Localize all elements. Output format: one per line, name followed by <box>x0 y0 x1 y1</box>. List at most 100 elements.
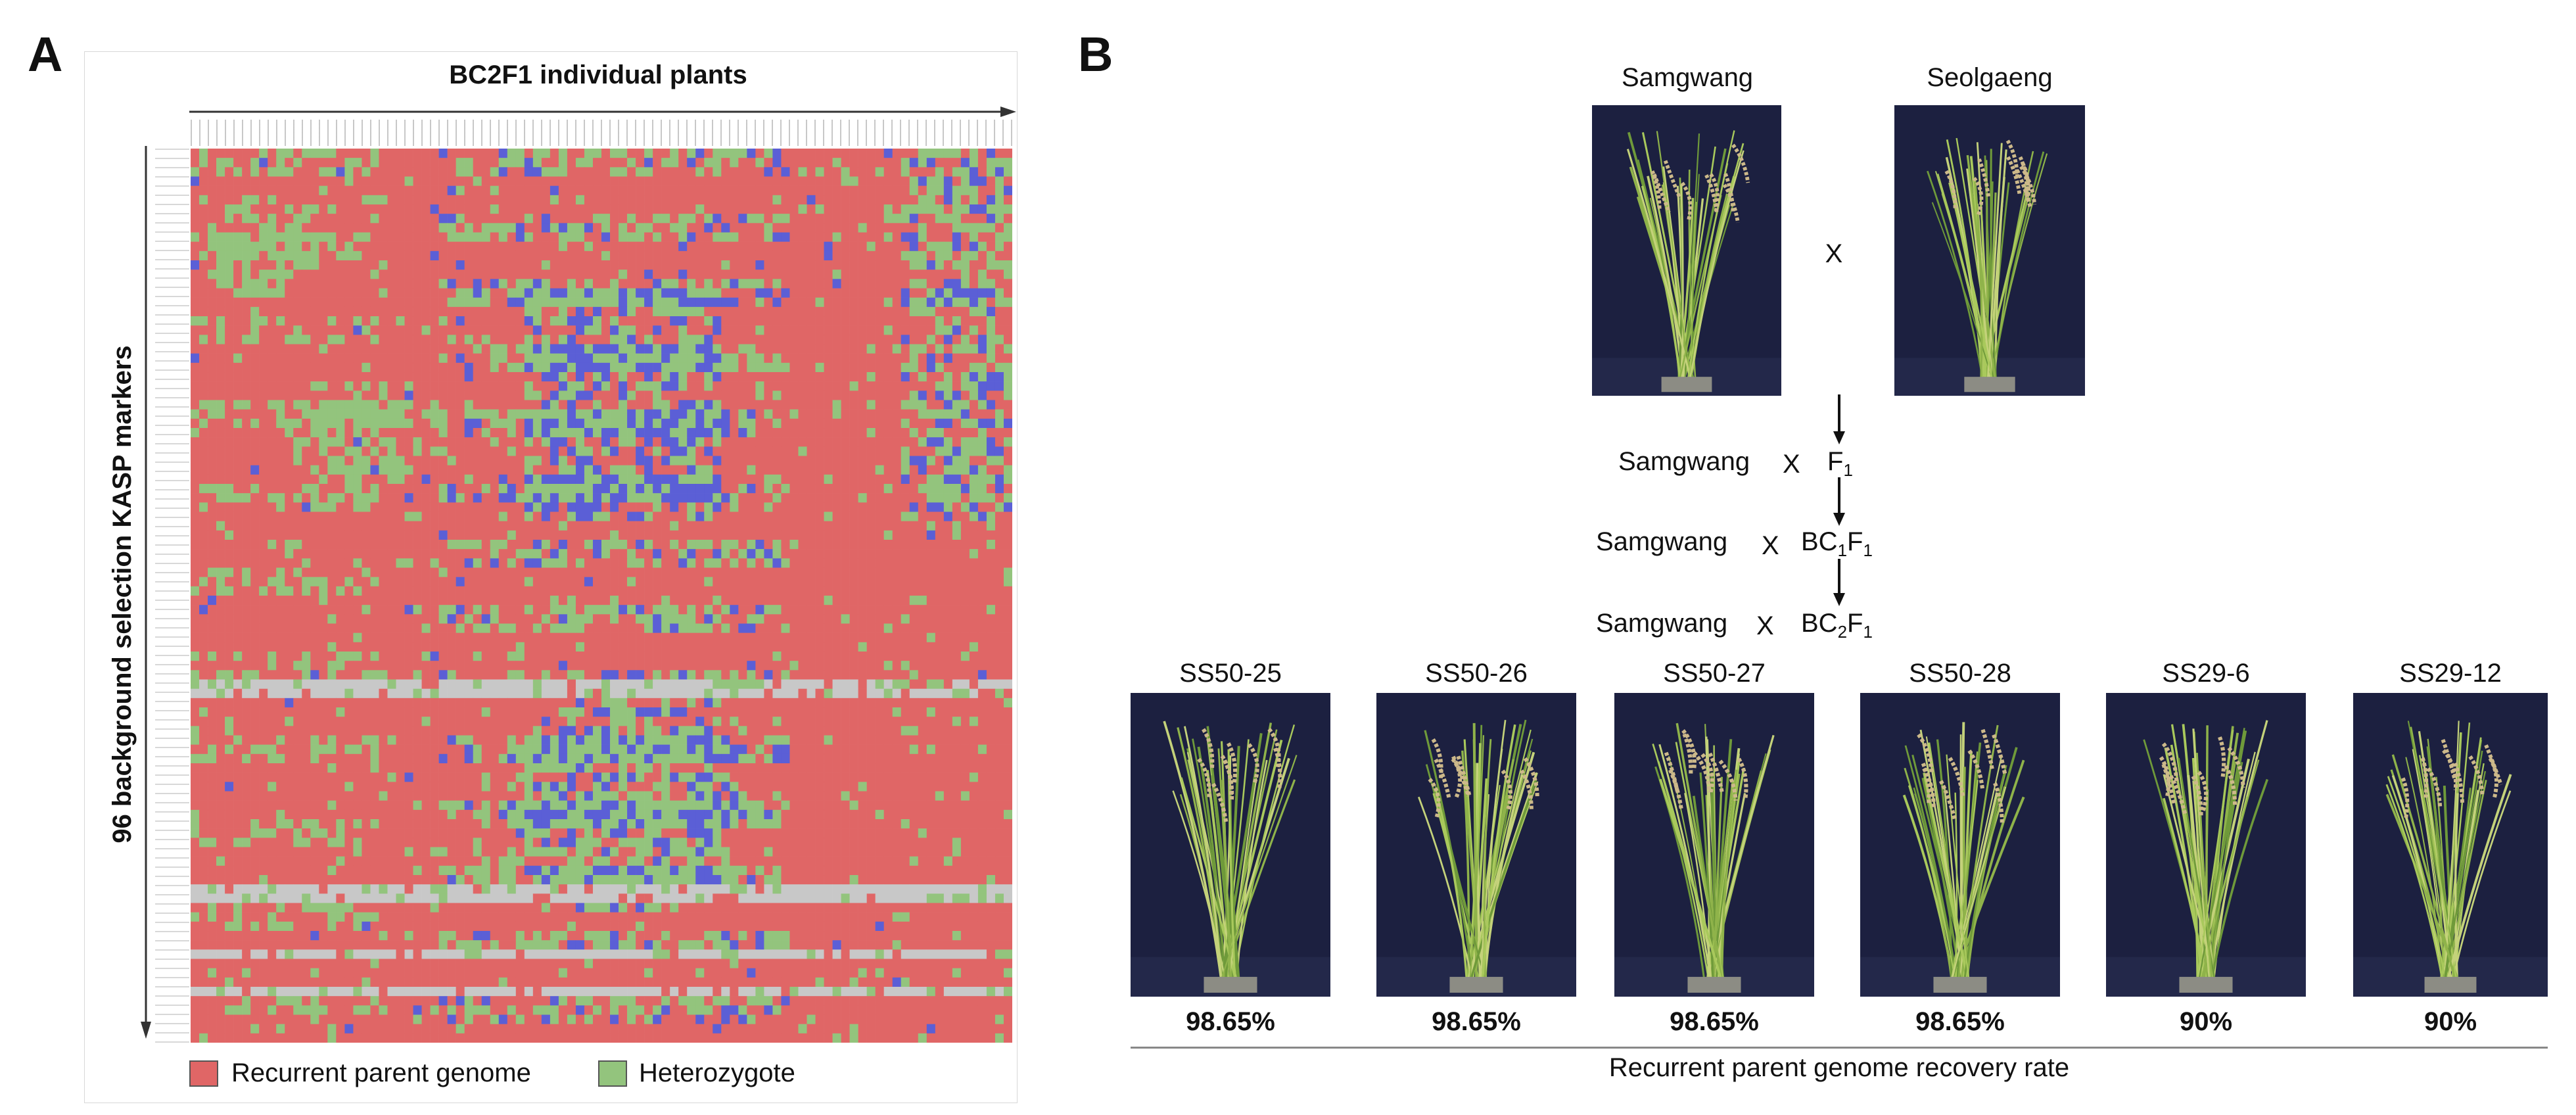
heatmap-cell <box>738 605 747 615</box>
heatmap-cell <box>191 391 200 400</box>
heatmap-cell <box>619 223 628 233</box>
heatmap-cell <box>781 176 790 186</box>
heatmap-cell <box>943 623 953 633</box>
heatmap-cell <box>755 250 764 261</box>
heatmap-cell <box>644 353 653 364</box>
heatmap-cell <box>285 176 294 186</box>
heatmap-cell <box>755 260 764 270</box>
heatmap-cell <box>670 577 679 587</box>
heatmap-cell <box>730 446 739 456</box>
heatmap-cell <box>515 474 525 485</box>
heatmap-cell <box>713 250 722 261</box>
heatmap-cell <box>670 428 679 438</box>
heatmap-cell <box>935 521 945 531</box>
heatmap-cell <box>789 428 799 438</box>
heatmap-cell <box>798 325 807 335</box>
heatmap-cell <box>653 335 662 344</box>
heatmap-cell <box>909 250 919 261</box>
heatmap-cell <box>892 437 902 447</box>
heatmap-cell <box>636 614 645 624</box>
heatmap-cell <box>310 158 319 168</box>
heatmap-cell <box>438 176 448 186</box>
heatmap-cell <box>293 605 302 615</box>
heatmap-cell <box>327 465 337 475</box>
heatmap-cell <box>353 381 362 391</box>
heatmap-cell <box>532 344 542 354</box>
heatmap-cell <box>995 428 1004 438</box>
heatmap-cell <box>216 418 225 429</box>
heatmap-cell <box>481 335 491 344</box>
heatmap-cell <box>789 241 799 252</box>
heatmap-cell <box>344 353 354 364</box>
heatmap-cell <box>670 195 679 205</box>
heatmap-cell <box>413 204 422 214</box>
heatmap-cell <box>636 185 645 196</box>
heatmap-cell <box>926 372 936 382</box>
heatmap-cell <box>233 353 243 364</box>
heatmap-cell <box>789 353 799 364</box>
heatmap-cell <box>858 372 867 382</box>
heatmap-cell <box>592 409 602 419</box>
heatmap-cell <box>481 288 491 298</box>
heatmap-cell <box>490 465 500 475</box>
heatmap-cell <box>721 418 730 429</box>
heatmap-cell <box>644 623 653 633</box>
heatmap-cell <box>302 437 311 447</box>
heatmap-cell <box>721 185 730 196</box>
heatmap-cell <box>670 223 679 233</box>
heatmap-cell <box>242 437 251 447</box>
heatmap-cell <box>943 167 953 177</box>
heatmap-cell <box>841 577 850 587</box>
heatmap-cell <box>421 437 431 447</box>
heatmap-cell <box>208 586 217 596</box>
heatmap-cell <box>285 195 294 205</box>
heatmap-cell <box>653 456 662 465</box>
heatmap-cell <box>704 577 713 587</box>
heatmap-cell <box>730 241 739 252</box>
heatmap-cell <box>191 214 200 224</box>
heatmap-cell <box>653 558 662 568</box>
heatmap-cell <box>558 214 568 224</box>
heatmap-cell <box>798 596 807 605</box>
heatmap-cell <box>721 372 730 382</box>
heatmap-cell <box>952 306 962 317</box>
heatmap-cell <box>438 558 448 568</box>
heatmap-cell <box>421 614 431 624</box>
heatmap-cell <box>627 362 636 373</box>
heatmap-cell <box>858 623 867 633</box>
heatmap-cell <box>755 297 764 308</box>
heatmap-cell <box>404 428 413 438</box>
heatmap-cell <box>730 149 739 158</box>
heatmap-cell <box>532 521 542 531</box>
heatmap-cell <box>233 567 243 577</box>
heatmap-cell <box>969 428 979 438</box>
heatmap-cell <box>319 344 328 354</box>
heatmap-cell <box>627 232 636 242</box>
heatmap-cell <box>310 241 319 252</box>
heatmap-cell <box>293 511 302 521</box>
heatmap-cell <box>276 288 285 298</box>
heatmap-cell <box>456 484 465 494</box>
heatmap-cell <box>336 344 345 354</box>
heatmap-cell <box>636 223 645 233</box>
heatmap-cell <box>430 223 439 233</box>
heatmap-cell <box>695 567 705 577</box>
heatmap-cell <box>567 214 576 224</box>
heatmap-cell <box>199 502 208 512</box>
heatmap-cell <box>285 511 294 521</box>
heatmap-cell <box>807 223 816 233</box>
heatmap-cell <box>225 362 234 373</box>
heatmap-cell <box>447 306 456 317</box>
heatmap-cell <box>541 185 551 196</box>
heatmap-cell <box>610 158 619 168</box>
heatmap-cell <box>952 623 962 633</box>
heatmap-cell <box>601 549 611 559</box>
heatmap-cell <box>960 567 970 577</box>
heatmap-cell <box>250 437 260 447</box>
heatmap-cell <box>327 428 337 438</box>
heatmap-cell <box>336 586 345 596</box>
heatmap-cell <box>276 270 285 279</box>
heatmap-cell <box>883 502 893 512</box>
heatmap-cell <box>481 260 491 270</box>
heatmap-cell <box>918 260 927 270</box>
